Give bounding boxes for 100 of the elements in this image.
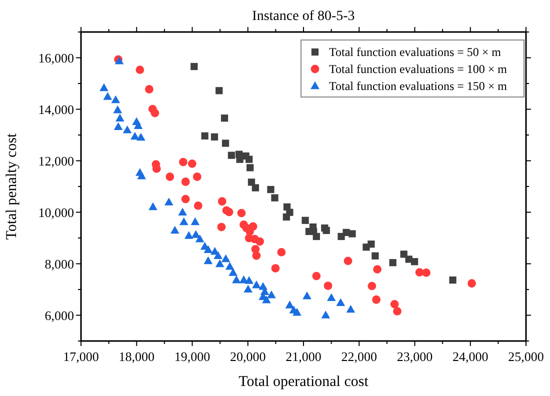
- point: [179, 217, 188, 226]
- legend-label: Total function evaluations = 50 × m: [329, 45, 502, 60]
- point: [122, 126, 132, 134]
- point: [100, 83, 108, 92]
- point: [262, 296, 271, 304]
- point: [372, 295, 381, 304]
- point: [267, 290, 276, 298]
- point: [222, 140, 230, 147]
- point: [305, 228, 313, 236]
- point: [346, 304, 356, 313]
- point: [302, 292, 312, 300]
- point: [312, 232, 320, 240]
- point: [204, 245, 213, 254]
- point: [324, 282, 332, 290]
- point: [130, 132, 140, 140]
- x-tick-label: 20,000: [230, 349, 266, 364]
- point: [468, 279, 476, 288]
- point: [150, 108, 160, 118]
- point: [184, 231, 194, 239]
- point: [220, 114, 228, 122]
- y-axis-title: Total penalty cost: [4, 132, 20, 240]
- point: [326, 293, 336, 301]
- point: [103, 92, 112, 100]
- x-tick-label: 22,000: [341, 349, 377, 364]
- point: [232, 275, 241, 284]
- x-tick-label: 18,000: [118, 349, 154, 364]
- point: [368, 282, 376, 290]
- y-tick-label: 14,000: [38, 102, 74, 117]
- point: [256, 237, 264, 246]
- point: [210, 133, 218, 140]
- point: [449, 276, 456, 284]
- chart-title: Instance of 80-5-3: [252, 9, 355, 24]
- point: [228, 152, 236, 159]
- point: [221, 254, 230, 262]
- legend-label: Total function evaluations = 150 × m: [329, 79, 508, 94]
- point: [277, 248, 286, 256]
- x-tick-label: 23,000: [396, 349, 433, 364]
- point: [181, 194, 190, 204]
- point: [181, 178, 190, 186]
- point: [252, 184, 260, 192]
- point: [192, 172, 202, 181]
- x-tick-label: 25,000: [508, 349, 544, 364]
- point: [410, 258, 418, 266]
- point: [282, 213, 290, 221]
- point: [111, 95, 120, 104]
- x-tick-label: 19,000: [174, 349, 210, 364]
- point: [336, 298, 346, 306]
- point: [271, 264, 280, 272]
- x-tick-label: 24,000: [452, 349, 488, 364]
- point: [348, 230, 356, 238]
- point: [166, 172, 174, 181]
- point: [285, 300, 294, 308]
- point: [322, 226, 330, 234]
- point: [252, 280, 261, 288]
- point: [191, 230, 200, 238]
- point: [267, 186, 274, 194]
- point: [302, 216, 309, 224]
- point: [218, 197, 226, 206]
- point: [164, 198, 174, 206]
- legend-label: Total function evaluations = 100 × m: [329, 62, 508, 76]
- point: [137, 172, 146, 180]
- point: [244, 276, 254, 284]
- x-axis-title: Total operational cost: [238, 374, 370, 390]
- point: [344, 256, 352, 266]
- point: [178, 208, 187, 216]
- point: [136, 66, 144, 74]
- point: [237, 208, 246, 218]
- point: [178, 158, 188, 166]
- point: [271, 194, 278, 202]
- point: [194, 202, 202, 210]
- y-tick-label: 8,000: [44, 256, 74, 272]
- point: [368, 240, 375, 248]
- point: [252, 251, 261, 260]
- point: [225, 262, 234, 270]
- point: [190, 217, 200, 226]
- point: [201, 132, 208, 140]
- point: [246, 164, 254, 172]
- point: [393, 307, 402, 316]
- point: [389, 259, 396, 266]
- point: [214, 251, 223, 260]
- point: [312, 272, 321, 280]
- point: [152, 164, 161, 173]
- y-tick-label: 6,000: [44, 308, 74, 323]
- point: [217, 222, 226, 232]
- point: [144, 85, 154, 94]
- point: [114, 122, 123, 130]
- point: [190, 62, 198, 70]
- point: [246, 156, 253, 163]
- point: [390, 300, 399, 308]
- point: [215, 259, 224, 268]
- point: [244, 284, 253, 293]
- point: [228, 268, 238, 276]
- point: [204, 256, 213, 264]
- y-tick-label: 16,000: [38, 50, 74, 66]
- point: [224, 208, 234, 216]
- point: [136, 132, 146, 141]
- y-tick-label: 10,000: [38, 204, 74, 220]
- x-tick-label: 17,000: [63, 349, 99, 364]
- point: [216, 87, 223, 94]
- point: [292, 308, 302, 316]
